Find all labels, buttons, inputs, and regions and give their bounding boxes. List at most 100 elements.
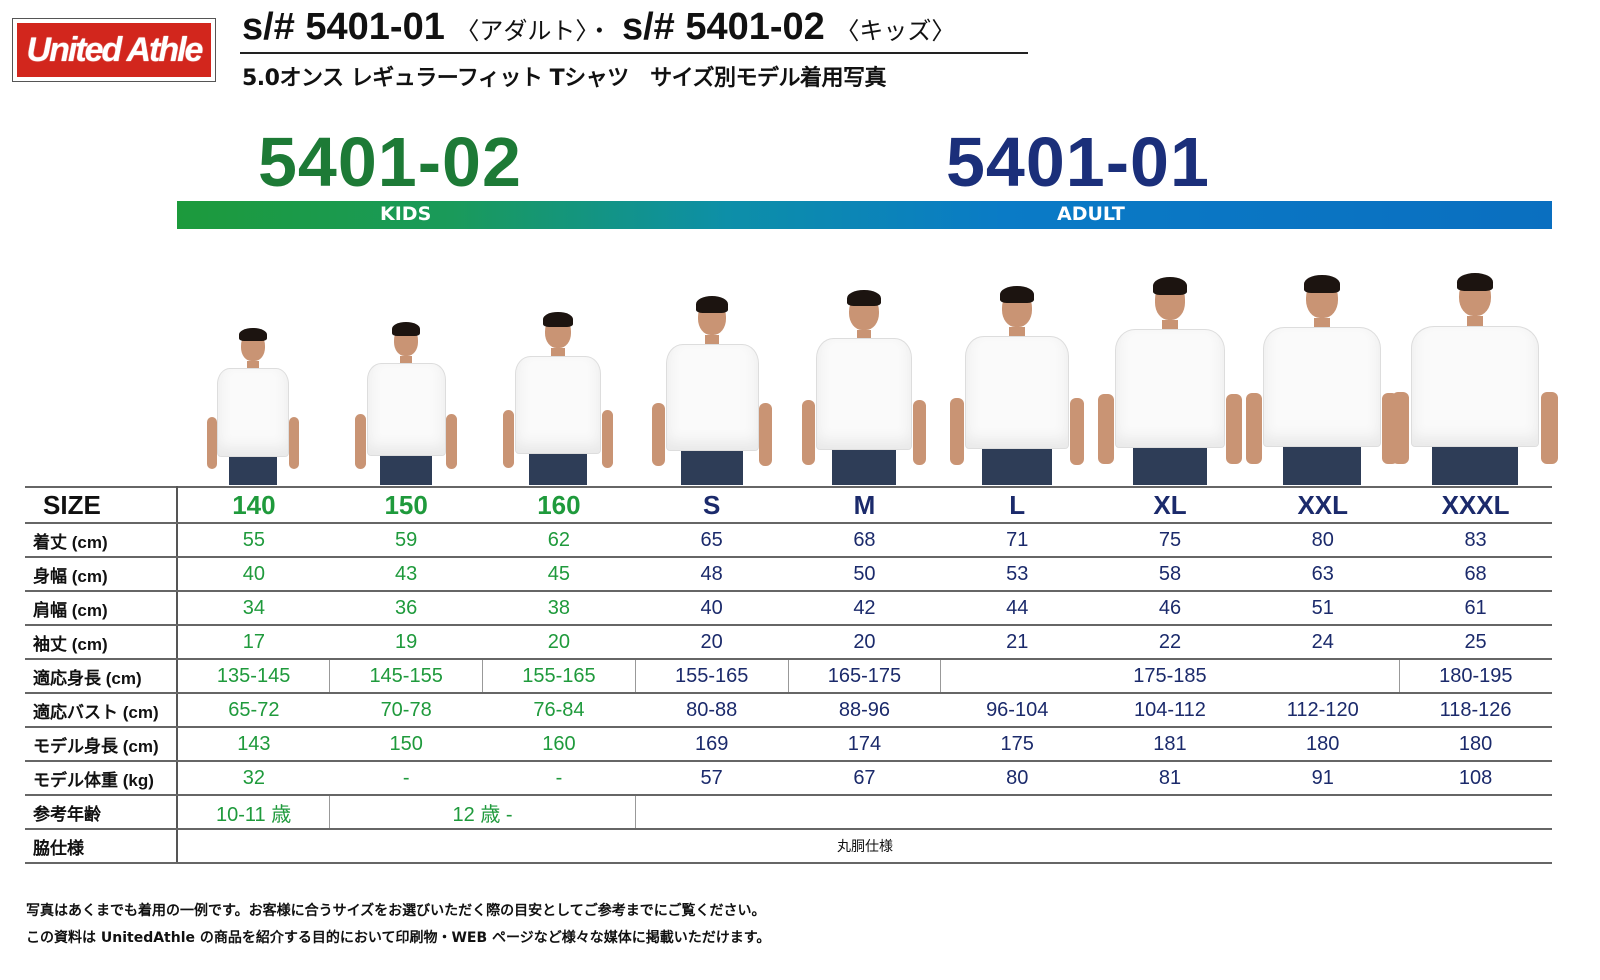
table-cell: 丸胴仕様: [177, 828, 1552, 864]
size-xl: XL: [1093, 486, 1247, 524]
neck: [399, 355, 413, 363]
adult-label: ADULT: [1057, 203, 1125, 225]
row-label: 着丈 (cm): [25, 522, 178, 558]
table-cell: 160: [482, 726, 636, 762]
row-label: モデル身長 (cm): [25, 726, 178, 762]
size-label: SIZE: [25, 486, 178, 524]
table-cell: 43: [329, 556, 483, 592]
size-160: 160: [482, 486, 636, 524]
table-cell: 91: [1246, 760, 1400, 796]
model-photo: [1098, 277, 1242, 485]
table-row: 袖丈 (cm) 17 19 20 20 20 21 22 24 25: [25, 624, 1552, 660]
table-cell: -: [329, 760, 483, 796]
kids-label: KIDS: [380, 203, 432, 225]
neck: [1162, 319, 1178, 330]
table-cell: 112-120: [1246, 692, 1400, 728]
table-cell: 65: [635, 522, 789, 558]
jeans: [1133, 447, 1207, 485]
size-l: L: [940, 486, 1094, 524]
head: [1152, 277, 1188, 320]
table-cell: 51: [1246, 590, 1400, 626]
table-cell: 32: [177, 760, 330, 796]
t-shirt: [801, 338, 927, 466]
jeans: [1282, 447, 1362, 485]
size-150: 150: [329, 486, 483, 524]
table-cell: 88-96: [788, 692, 941, 728]
table-cell: 42: [788, 590, 941, 626]
note-2: この資料は UnitedAthle の商品を紹介する目的において印刷物・WEB …: [26, 930, 771, 946]
table-cell: 70-78: [329, 692, 483, 728]
logo-text: United Athle: [17, 23, 211, 77]
table-row: 肩幅 (cm) 34 36 38 40 42 44 46 51 61: [25, 590, 1552, 626]
table-row: モデル体重 (kg) 32- -57 67 80 81 91 108: [25, 760, 1552, 796]
table-cell: 80: [1246, 522, 1400, 558]
model-photo: [651, 296, 773, 485]
jeans: [229, 457, 277, 485]
table-cell: 24: [1246, 624, 1400, 660]
table-cell: 180: [1399, 726, 1552, 762]
table-cell: 108: [1399, 760, 1552, 796]
t-shirt: [1391, 325, 1559, 464]
table-cell: 55: [177, 522, 330, 558]
table-cell: 21: [940, 624, 1094, 660]
table-row: 適応身長 (cm) 135-145 145-155 155-165 155-165 165…: [25, 658, 1552, 694]
jeans: [529, 454, 587, 485]
t-shirt: [206, 367, 300, 470]
table-cell: 46: [1093, 590, 1247, 626]
model-photo: [801, 289, 927, 485]
table-cell: 76-84: [482, 692, 636, 728]
table-cell: 143: [177, 726, 330, 762]
model-photo: [355, 321, 457, 485]
head: [847, 289, 881, 330]
table-cell: 40: [635, 590, 789, 626]
table-cell: 180: [1246, 726, 1400, 762]
row-label: 袖丈 (cm): [25, 624, 178, 660]
table-cell: 20: [788, 624, 941, 660]
table-cell: 45: [482, 556, 636, 592]
adult-code: 5401-01: [946, 123, 1210, 201]
table-cell: 58: [1093, 556, 1247, 592]
table-cell: 48: [635, 556, 789, 592]
table-cell: 44: [940, 590, 1094, 626]
table-cell: 25: [1399, 624, 1552, 660]
table-cell: 180-195: [1398, 658, 1552, 694]
table-cell: 80: [940, 760, 1094, 796]
model-photo: [206, 327, 300, 485]
table-cell: 175-185: [940, 658, 1400, 694]
table-cell: 34: [177, 590, 330, 626]
table-cell: 65-72: [177, 692, 330, 728]
table-cell: 169: [635, 726, 789, 762]
table-cell: 17: [177, 624, 330, 660]
table-cell: 67: [788, 760, 941, 796]
table-cell: 38: [482, 590, 636, 626]
table-cell: 83: [1399, 522, 1552, 558]
table-cell: 155-165: [634, 658, 789, 694]
t-shirt: [950, 335, 1084, 466]
page-subtitle: 5.0オンス レギュラーフィット Tシャツ サイズ別モデル着用写真: [242, 66, 886, 91]
table-cell: 19: [329, 624, 483, 660]
table-cell: 150: [329, 726, 483, 762]
table-row: 身幅 (cm) 40 43 45 48 50 53 58 63 68: [25, 556, 1552, 592]
note-1: 写真はあくまでも着用の一例です。お客様に合うサイズをお選びいただく際の目安として…: [26, 903, 766, 919]
table-cell: 63: [1246, 556, 1400, 592]
size-s: S: [635, 486, 789, 524]
size-140: 140: [177, 486, 330, 524]
neck: [551, 347, 565, 356]
model-photo: [502, 312, 614, 485]
table-row: 参考年齢 10-11 歳 12 歳 -: [25, 794, 1552, 830]
row-label: 参考年齢: [25, 794, 178, 830]
t-shirt: [1098, 329, 1242, 465]
neck: [1009, 326, 1025, 336]
head: [391, 321, 421, 356]
table-cell: 174: [788, 726, 941, 762]
size-m: M: [788, 486, 941, 524]
table-row: 脇仕様 丸胴仕様: [25, 828, 1552, 864]
table-cell: 57: [635, 760, 789, 796]
row-label: モデル体重 (kg): [25, 760, 178, 796]
table-cell: 12 歳 -: [329, 794, 636, 830]
t-shirt: [651, 343, 773, 467]
head: [543, 312, 573, 348]
table-cell: -: [482, 760, 636, 796]
kids-code: 5401-02: [258, 123, 522, 201]
table-cell: 22: [1093, 624, 1247, 660]
